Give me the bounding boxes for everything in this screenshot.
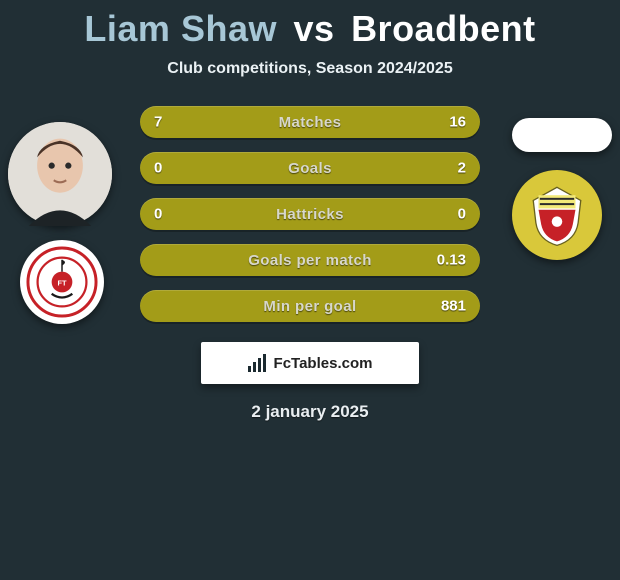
right-player-column xyxy=(512,118,612,260)
stat-left-value: 0 xyxy=(154,160,162,177)
stat-bar-goals: 0 Goals 2 xyxy=(140,152,480,184)
page-title: Liam Shaw vs Broadbent xyxy=(0,0,620,50)
doncaster-rovers-crest xyxy=(512,170,602,260)
stat-label: Goals xyxy=(288,160,332,177)
stat-bar-min-per-goal: Min per goal 881 xyxy=(140,290,480,322)
stat-left-value: 0 xyxy=(154,206,162,223)
comparison-card: Liam Shaw vs Broadbent Club competitions… xyxy=(0,0,620,441)
snapshot-date: 2 january 2025 xyxy=(0,402,620,422)
player2-name: Broadbent xyxy=(351,8,536,49)
stat-right-value: 0 xyxy=(458,206,466,223)
bar-chart-icon xyxy=(248,354,266,372)
stat-left-value: 7 xyxy=(154,114,162,131)
stat-label: Goals per match xyxy=(248,252,372,269)
stat-bar-matches: 7 Matches 16 xyxy=(140,106,480,138)
stat-bar-goals-per-match: Goals per match 0.13 xyxy=(140,244,480,276)
stat-right-value: 881 xyxy=(441,298,466,315)
stat-right-value: 16 xyxy=(449,114,466,131)
subtitle: Club competitions, Season 2024/2025 xyxy=(0,60,620,78)
fleetwood-town-crest: FT xyxy=(20,240,104,324)
stat-bar-list: 7 Matches 16 0 Goals 2 0 Hattricks 0 Goa… xyxy=(140,106,480,322)
stat-label: Min per goal xyxy=(263,298,356,315)
left-player-column: FT xyxy=(8,122,112,324)
svg-text:FT: FT xyxy=(57,279,67,288)
vs-text: vs xyxy=(294,8,335,49)
player1-name: Liam Shaw xyxy=(84,8,277,49)
stat-label: Hattricks xyxy=(276,206,344,223)
stat-right-value: 0.13 xyxy=(437,252,466,269)
player-avatar xyxy=(8,122,112,226)
stat-bar-hattricks: 0 Hattricks 0 xyxy=(140,198,480,230)
stat-label: Matches xyxy=(279,114,342,131)
stat-right-value: 2 xyxy=(458,160,466,177)
fctables-text: FcTables.com xyxy=(274,355,373,372)
fctables-logo-box: FcTables.com xyxy=(201,342,419,384)
player-flag-pill xyxy=(512,118,612,152)
